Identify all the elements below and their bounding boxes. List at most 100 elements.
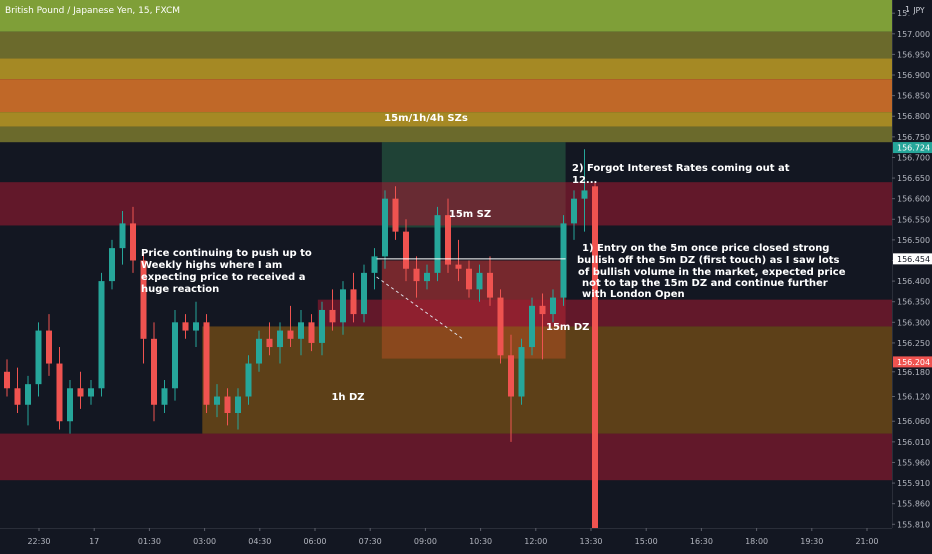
candle-50[interactable] xyxy=(529,297,535,356)
y-tick-label: 156.500 xyxy=(897,236,930,245)
candle-body xyxy=(140,260,147,339)
candle-21[interactable] xyxy=(224,388,231,426)
currency-badge[interactable]: JPY xyxy=(912,6,925,15)
candle-14[interactable] xyxy=(151,322,157,422)
candle-body xyxy=(203,322,210,405)
candle-41[interactable] xyxy=(434,206,441,282)
candle-24[interactable] xyxy=(256,330,262,372)
candle-27[interactable] xyxy=(287,305,294,348)
candle-23[interactable] xyxy=(245,355,252,405)
y-tick-label: 156.800 xyxy=(897,112,930,121)
time-axis[interactable]: 22:30 17 01:30 03:00 04:30 06:00 07:30 09:00 10:… xyxy=(0,528,892,550)
x-tick-label: 07:30 xyxy=(359,537,382,546)
candle-body xyxy=(56,363,63,422)
y-tick-label: 156.650 xyxy=(897,174,930,183)
currency-badge-bg[interactable] xyxy=(909,4,930,16)
price-axis[interactable]: 157.050157.000156.950156.900156.850156.8… xyxy=(892,0,932,550)
candle-11[interactable] xyxy=(119,211,126,265)
candle-body xyxy=(571,198,577,224)
candle-35[interactable] xyxy=(371,248,378,290)
candle-26[interactable] xyxy=(277,322,283,364)
candle-42[interactable] xyxy=(445,198,451,273)
candle-51[interactable] xyxy=(539,293,546,360)
candle-19[interactable] xyxy=(203,314,210,414)
candle-40[interactable] xyxy=(424,264,430,290)
x-tick-label: 16:30 xyxy=(690,537,713,546)
candle-body xyxy=(287,330,294,339)
x-tick-label: 04:30 xyxy=(248,537,271,546)
candle-47[interactable] xyxy=(497,289,504,364)
candle-53[interactable] xyxy=(560,215,567,306)
candle-17[interactable] xyxy=(182,314,189,339)
candle-25[interactable] xyxy=(266,322,273,356)
y-tick-label: 156.180 xyxy=(897,368,930,377)
candle-8[interactable] xyxy=(88,380,94,405)
zone-band-top-6 xyxy=(0,126,892,143)
candle-body xyxy=(487,272,493,298)
candle-body xyxy=(235,396,241,414)
candle-10[interactable] xyxy=(109,239,115,290)
candle-body xyxy=(35,330,42,385)
candle-20[interactable] xyxy=(214,384,220,418)
x-tick-label: 19:30 xyxy=(800,537,823,546)
candle-37[interactable] xyxy=(392,186,399,240)
annotation-1h-dz: 1h DZ xyxy=(331,392,364,403)
candle-54[interactable] xyxy=(571,190,577,240)
candle-44[interactable] xyxy=(466,260,472,298)
candle-1[interactable] xyxy=(14,367,21,414)
candle-3[interactable] xyxy=(35,322,42,397)
candle-body xyxy=(497,297,504,356)
candle-body xyxy=(319,309,325,343)
candle-12[interactable] xyxy=(130,206,136,273)
candle-2[interactable] xyxy=(25,375,31,426)
price-label: 156.454 xyxy=(897,255,930,264)
candle-4[interactable] xyxy=(46,314,52,376)
candles-layer[interactable] xyxy=(4,149,598,533)
candle-45[interactable] xyxy=(476,264,483,302)
annotation-15m-dz: 15m DZ xyxy=(546,322,589,333)
candle-46[interactable] xyxy=(487,256,493,306)
candle-6[interactable] xyxy=(67,380,73,434)
candle-43[interactable] xyxy=(455,239,462,282)
y-tick-label: 156.850 xyxy=(897,92,930,101)
candle-34[interactable] xyxy=(361,264,367,323)
candle-29[interactable] xyxy=(308,314,315,352)
y-tick-label: 156.300 xyxy=(897,318,930,327)
annotation-entry-line-3: of bullish volume in the market, expecte… xyxy=(578,267,846,278)
candle-body xyxy=(476,272,483,290)
candle-55[interactable] xyxy=(581,149,588,232)
candle-5[interactable] xyxy=(56,347,63,430)
candle-36[interactable] xyxy=(382,190,388,269)
candle-52[interactable] xyxy=(550,289,556,323)
candle-7[interactable] xyxy=(77,371,84,409)
candle-body xyxy=(560,223,567,298)
candle-body xyxy=(350,289,357,315)
y-tick-label: 156.250 xyxy=(897,339,930,348)
candle-28[interactable] xyxy=(298,309,304,356)
candle-48[interactable] xyxy=(508,334,514,442)
candle-32[interactable] xyxy=(340,281,346,335)
candle-22[interactable] xyxy=(235,388,241,430)
candle-18[interactable] xyxy=(193,301,199,348)
candle-15[interactable] xyxy=(161,380,168,414)
candle-39[interactable] xyxy=(413,256,420,298)
zone-red-lower-zone xyxy=(0,433,892,481)
candle-0[interactable] xyxy=(4,359,10,397)
y-tick-label: 156.700 xyxy=(897,153,930,162)
candle-49[interactable] xyxy=(518,338,525,405)
candle-body xyxy=(413,268,420,282)
candle-38[interactable] xyxy=(403,219,409,282)
candle-16[interactable] xyxy=(172,309,178,401)
y-tick-label: 156.060 xyxy=(897,417,930,426)
candle-9[interactable] xyxy=(98,272,105,397)
x-tick-label: 06:00 xyxy=(303,537,326,546)
candle-13[interactable] xyxy=(140,252,147,364)
candle-31[interactable] xyxy=(329,289,336,331)
candle-30[interactable] xyxy=(319,301,325,356)
symbol-title: British Pound / Japanese Yen, 15, FXCM xyxy=(5,6,180,16)
candle-33[interactable] xyxy=(350,272,357,323)
candle-body xyxy=(529,305,535,348)
candle-56[interactable] xyxy=(592,182,598,533)
